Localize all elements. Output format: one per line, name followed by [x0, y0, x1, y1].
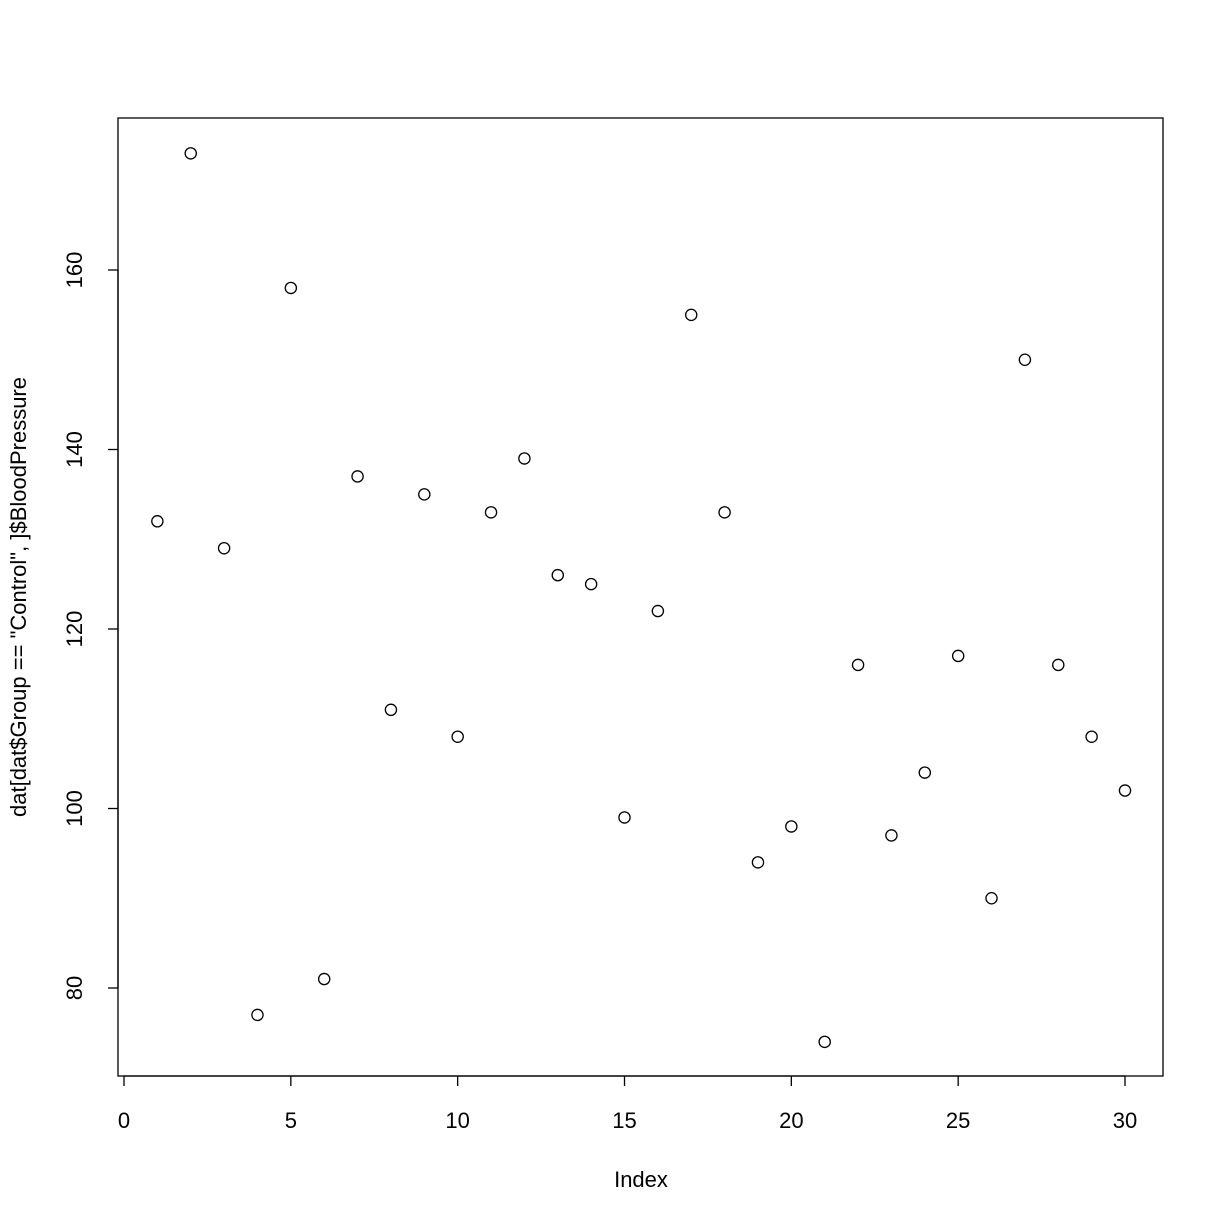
data-point — [584, 577, 598, 591]
data-points — [151, 147, 1132, 1049]
data-point — [451, 730, 464, 743]
data-point — [1052, 658, 1065, 672]
data-point — [284, 281, 298, 295]
data-point — [1085, 730, 1098, 743]
data-point — [217, 541, 231, 555]
data-point — [518, 452, 531, 465]
data-point — [885, 829, 898, 842]
x-tick-label: 5 — [285, 1108, 297, 1133]
x-tick-label: 25 — [946, 1108, 970, 1133]
y-axis-title: dat[dat$Group == "Control", ]$BloodPress… — [6, 377, 31, 817]
data-point — [818, 1035, 831, 1049]
data-point — [951, 649, 965, 663]
y-tick-label: 140 — [62, 431, 87, 468]
data-point — [151, 515, 164, 528]
x-tick-label: 10 — [445, 1108, 469, 1133]
data-point — [184, 147, 197, 160]
y-tick-label: 80 — [62, 976, 87, 1000]
x-tick-label: 0 — [118, 1108, 130, 1133]
data-point — [618, 811, 631, 824]
data-point — [317, 972, 331, 986]
plot-frame — [117, 117, 1164, 1077]
y-axis-ticks: 80 100 120 140 160 — [62, 252, 118, 1000]
data-point — [918, 766, 932, 779]
y-tick-label: 160 — [62, 252, 87, 289]
y-tick-label: 120 — [62, 611, 87, 648]
data-point — [484, 506, 498, 519]
data-point — [985, 892, 998, 905]
data-point — [851, 658, 865, 672]
data-point — [651, 604, 665, 618]
data-point — [1118, 784, 1132, 797]
x-tick-label: 15 — [612, 1108, 636, 1133]
x-axis-ticks: 0 5 10 15 20 25 30 — [118, 1076, 1137, 1133]
data-point — [718, 506, 731, 519]
data-point — [251, 1008, 264, 1022]
data-point — [384, 703, 398, 717]
x-axis-title: Index — [614, 1167, 668, 1192]
x-tick-label: 30 — [1113, 1108, 1137, 1133]
data-point — [785, 820, 798, 833]
data-point — [551, 568, 565, 582]
data-point — [751, 856, 765, 869]
data-point — [351, 470, 364, 483]
y-tick-label: 100 — [62, 790, 87, 827]
x-tick-label: 20 — [779, 1108, 803, 1133]
data-point — [418, 488, 431, 501]
data-point — [1018, 353, 1032, 366]
data-point — [684, 308, 698, 322]
